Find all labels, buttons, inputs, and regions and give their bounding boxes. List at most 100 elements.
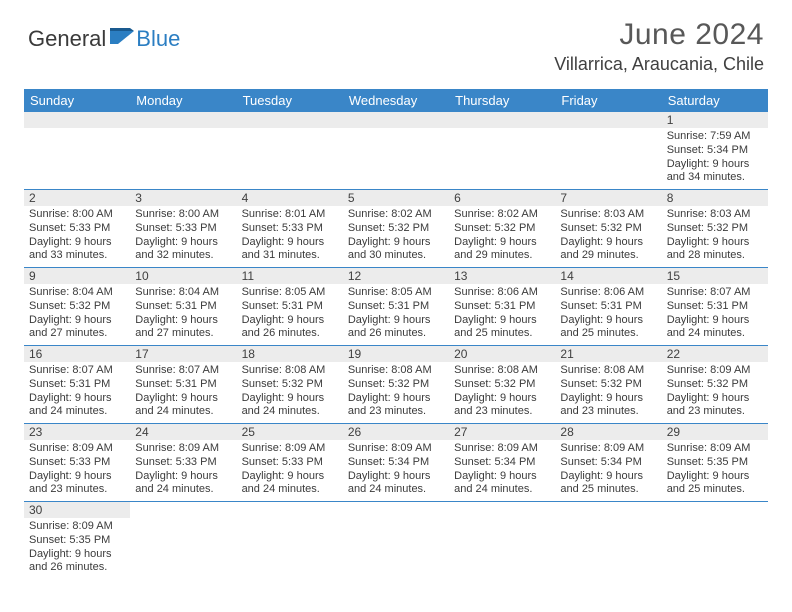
weekday-header: Wednesday [343,89,449,112]
day-number: 28 [555,424,661,440]
day-number: 26 [343,424,449,440]
calendar-week-row: 9Sunrise: 8:04 AMSunset: 5:32 PMDaylight… [24,268,768,346]
day-number: 30 [24,502,130,518]
day-number: 13 [449,268,555,284]
day-number: 11 [237,268,343,284]
day-number [130,502,236,518]
day-number [130,112,236,128]
day-number: 29 [662,424,768,440]
day-number: 9 [24,268,130,284]
calendar-day-cell [237,112,343,190]
day-details: Sunrise: 8:08 AMSunset: 5:32 PMDaylight:… [449,362,555,423]
day-number: 6 [449,190,555,206]
day-number [449,112,555,128]
calendar-day-cell: 18Sunrise: 8:08 AMSunset: 5:32 PMDayligh… [237,346,343,424]
weekday-header-row: SundayMondayTuesdayWednesdayThursdayFrid… [24,89,768,112]
day-number: 16 [24,346,130,362]
day-number: 12 [343,268,449,284]
calendar-day-cell: 22Sunrise: 8:09 AMSunset: 5:32 PMDayligh… [662,346,768,424]
calendar-day-cell: 24Sunrise: 8:09 AMSunset: 5:33 PMDayligh… [130,424,236,502]
calendar-day-cell: 25Sunrise: 8:09 AMSunset: 5:33 PMDayligh… [237,424,343,502]
calendar-day-cell: 14Sunrise: 8:06 AMSunset: 5:31 PMDayligh… [555,268,661,346]
day-number [343,112,449,128]
calendar-day-cell: 13Sunrise: 8:06 AMSunset: 5:31 PMDayligh… [449,268,555,346]
weekday-header: Sunday [24,89,130,112]
calendar-table: SundayMondayTuesdayWednesdayThursdayFrid… [24,89,768,579]
calendar-day-cell: 26Sunrise: 8:09 AMSunset: 5:34 PMDayligh… [343,424,449,502]
calendar-day-cell: 20Sunrise: 8:08 AMSunset: 5:32 PMDayligh… [449,346,555,424]
day-number: 24 [130,424,236,440]
day-number: 2 [24,190,130,206]
calendar-week-row: 2Sunrise: 8:00 AMSunset: 5:33 PMDaylight… [24,190,768,268]
calendar-body: 1Sunrise: 7:59 AMSunset: 5:34 PMDaylight… [24,112,768,579]
day-details: Sunrise: 8:00 AMSunset: 5:33 PMDaylight:… [130,206,236,267]
day-number: 14 [555,268,661,284]
day-details: Sunrise: 8:09 AMSunset: 5:35 PMDaylight:… [24,518,130,579]
calendar-day-cell: 3Sunrise: 8:00 AMSunset: 5:33 PMDaylight… [130,190,236,268]
day-details: Sunrise: 8:05 AMSunset: 5:31 PMDaylight:… [237,284,343,345]
day-details: Sunrise: 8:07 AMSunset: 5:31 PMDaylight:… [24,362,130,423]
weekday-header: Friday [555,89,661,112]
day-number [555,112,661,128]
day-number: 15 [662,268,768,284]
calendar-day-cell: 12Sunrise: 8:05 AMSunset: 5:31 PMDayligh… [343,268,449,346]
weekday-header: Saturday [662,89,768,112]
day-number: 10 [130,268,236,284]
day-number: 5 [343,190,449,206]
day-details: Sunrise: 8:07 AMSunset: 5:31 PMDaylight:… [662,284,768,345]
calendar-day-cell: 23Sunrise: 8:09 AMSunset: 5:33 PMDayligh… [24,424,130,502]
header: General Blue June 2024 Villarrica, Arauc… [0,0,792,81]
calendar-week-row: 30Sunrise: 8:09 AMSunset: 5:35 PMDayligh… [24,502,768,580]
day-number [343,502,449,518]
day-number [237,112,343,128]
calendar-day-cell: 21Sunrise: 8:08 AMSunset: 5:32 PMDayligh… [555,346,661,424]
day-details: Sunrise: 8:09 AMSunset: 5:34 PMDaylight:… [343,440,449,501]
calendar-day-cell [449,502,555,580]
logo: General Blue [28,18,180,52]
day-number: 27 [449,424,555,440]
calendar-day-cell [237,502,343,580]
calendar-day-cell: 1Sunrise: 7:59 AMSunset: 5:34 PMDaylight… [662,112,768,190]
day-details: Sunrise: 8:04 AMSunset: 5:31 PMDaylight:… [130,284,236,345]
calendar-day-cell: 29Sunrise: 8:09 AMSunset: 5:35 PMDayligh… [662,424,768,502]
day-number [449,502,555,518]
month-title: June 2024 [554,18,764,52]
calendar-day-cell: 19Sunrise: 8:08 AMSunset: 5:32 PMDayligh… [343,346,449,424]
logo-text-blue: Blue [136,26,180,52]
calendar-day-cell: 7Sunrise: 8:03 AMSunset: 5:32 PMDaylight… [555,190,661,268]
calendar-day-cell [343,502,449,580]
day-number [555,502,661,518]
calendar-day-cell: 27Sunrise: 8:09 AMSunset: 5:34 PMDayligh… [449,424,555,502]
calendar-week-row: 1Sunrise: 7:59 AMSunset: 5:34 PMDaylight… [24,112,768,190]
day-number: 23 [24,424,130,440]
calendar-day-cell: 9Sunrise: 8:04 AMSunset: 5:32 PMDaylight… [24,268,130,346]
day-number: 20 [449,346,555,362]
day-details: Sunrise: 8:01 AMSunset: 5:33 PMDaylight:… [237,206,343,267]
calendar-day-cell [555,502,661,580]
day-details: Sunrise: 8:04 AMSunset: 5:32 PMDaylight:… [24,284,130,345]
day-details: Sunrise: 8:00 AMSunset: 5:33 PMDaylight:… [24,206,130,267]
day-details: Sunrise: 8:03 AMSunset: 5:32 PMDaylight:… [555,206,661,267]
weekday-header: Monday [130,89,236,112]
day-details: Sunrise: 8:09 AMSunset: 5:35 PMDaylight:… [662,440,768,501]
day-details: Sunrise: 8:09 AMSunset: 5:33 PMDaylight:… [237,440,343,501]
weekday-header: Thursday [449,89,555,112]
day-number: 17 [130,346,236,362]
calendar-day-cell: 2Sunrise: 8:00 AMSunset: 5:33 PMDaylight… [24,190,130,268]
location-subtitle: Villarrica, Araucania, Chile [554,54,764,75]
day-number: 7 [555,190,661,206]
calendar-week-row: 23 Sunrise: 8:09 AMSunset: 5:33 PMDayligh… [24,424,768,502]
day-number: 18 [237,346,343,362]
day-number: 19 [343,346,449,362]
calendar-day-cell: 5Sunrise: 8:02 AMSunset: 5:32 PMDaylight… [343,190,449,268]
day-number: 21 [555,346,661,362]
calendar-day-cell [130,502,236,580]
calendar-day-cell: 17Sunrise: 8:07 AMSunset: 5:31 PMDayligh… [130,346,236,424]
calendar-day-cell [343,112,449,190]
title-block: June 2024 Villarrica, Araucania, Chile [554,18,764,75]
day-number [24,112,130,128]
day-number [662,502,768,518]
day-number: 22 [662,346,768,362]
day-details: Sunrise: 8:06 AMSunset: 5:31 PMDaylight:… [449,284,555,345]
calendar-day-cell [555,112,661,190]
